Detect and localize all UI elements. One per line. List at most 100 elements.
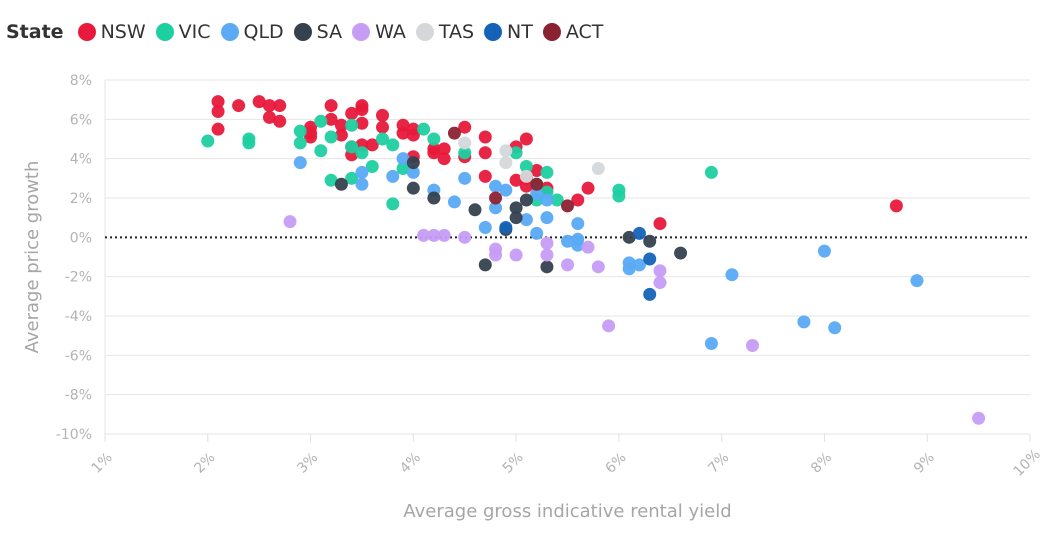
data-point-vic[interactable] [345,118,359,132]
data-point-nsw[interactable] [232,99,246,113]
data-point-vic[interactable] [550,193,564,207]
data-point-nsw[interactable] [376,108,389,122]
data-point-nsw[interactable] [334,128,348,142]
data-point-qld[interactable] [561,234,574,248]
data-point-vic[interactable] [242,136,256,150]
data-point-qld[interactable] [540,211,554,225]
data-point-qld[interactable] [355,177,369,191]
data-point-qld[interactable] [530,226,544,240]
data-point-sa[interactable] [519,193,533,207]
data-point-nsw[interactable] [437,142,451,156]
data-point-vic[interactable] [293,124,307,138]
data-point-nsw[interactable] [509,173,523,187]
data-point-vic[interactable] [314,144,328,158]
data-point-vic[interactable] [293,136,307,150]
data-point-qld[interactable] [519,213,533,227]
data-point-wa[interactable] [972,411,986,425]
data-point-wa[interactable] [561,258,574,272]
data-point-wa[interactable] [591,260,605,274]
data-point-nsw[interactable] [519,132,533,146]
data-point-qld[interactable] [293,156,307,170]
data-point-qld[interactable] [530,187,544,201]
data-point-nsw[interactable] [334,118,348,132]
data-point-vic[interactable] [314,114,328,128]
data-point-nsw[interactable] [427,146,441,160]
data-point-vic[interactable] [458,146,472,160]
legend-item-sa[interactable]: SA [293,21,342,43]
data-point-qld[interactable] [478,221,492,234]
data-point-vic[interactable] [509,146,523,160]
data-point-nsw[interactable] [458,120,472,134]
data-point-tas[interactable] [499,144,513,158]
data-point-tas[interactable] [458,136,472,150]
data-point-qld[interactable] [571,238,585,252]
data-point-nsw[interactable] [273,114,287,128]
legend-item-nsw[interactable]: NSW [77,21,146,43]
data-point-qld[interactable] [447,195,461,209]
data-point-wa[interactable] [489,248,503,262]
data-point-sa[interactable] [674,246,688,260]
data-point-wa[interactable] [540,236,554,250]
data-point-act[interactable] [447,126,461,140]
data-point-nsw[interactable] [355,116,369,130]
data-point-vic[interactable] [355,146,369,160]
data-point-sa[interactable] [427,191,441,205]
data-point-qld[interactable] [725,268,739,282]
data-point-wa[interactable] [458,230,472,244]
data-point-vic[interactable] [365,160,379,174]
data-point-vic[interactable] [519,160,533,174]
data-point-vic[interactable] [612,189,626,203]
data-point-vic[interactable] [345,140,359,154]
data-point-nsw[interactable] [478,130,492,144]
data-point-tas[interactable] [499,156,513,170]
data-point-nsw[interactable] [304,130,318,144]
data-point-sa[interactable] [622,230,636,244]
data-point-nsw[interactable] [252,95,266,109]
data-point-vic[interactable] [427,132,441,146]
data-point-qld[interactable] [571,217,585,231]
data-point-qld[interactable] [458,171,472,185]
data-point-sa[interactable] [509,201,523,215]
data-point-nsw[interactable] [324,99,338,113]
data-point-wa[interactable] [417,228,431,242]
data-point-sa[interactable] [406,181,420,195]
data-point-wa[interactable] [509,248,523,262]
data-point-nsw[interactable] [478,169,492,183]
data-point-wa[interactable] [540,248,554,262]
data-point-wa[interactable] [653,264,667,278]
data-point-vic[interactable] [417,122,431,136]
data-point-nsw[interactable] [324,112,338,126]
data-point-wa[interactable] [653,276,667,290]
data-point-wa[interactable] [427,228,441,242]
legend-item-tas[interactable]: TAS [415,21,474,43]
data-point-nsw[interactable] [437,152,451,166]
data-point-nt[interactable] [643,287,657,301]
data-point-sa[interactable] [540,260,554,274]
data-point-tas[interactable] [591,162,605,175]
data-point-sa[interactable] [468,203,482,217]
data-point-nsw[interactable] [365,138,379,152]
legend-item-act[interactable]: ACT [542,21,603,43]
data-point-vic[interactable] [376,132,389,146]
legend-item-qld[interactable]: QLD [220,21,284,43]
data-point-nsw[interactable] [262,99,276,113]
data-point-sa[interactable] [478,258,492,272]
data-point-nsw[interactable] [478,146,492,160]
legend-item-nt[interactable]: NT [484,21,533,43]
data-point-qld[interactable] [828,321,842,335]
data-point-nsw[interactable] [211,122,225,136]
legend-item-vic[interactable]: VIC [155,21,211,43]
legend-item-wa[interactable]: WA [352,21,406,43]
data-point-qld[interactable] [396,152,410,166]
data-point-vic[interactable] [345,171,359,185]
data-point-nsw[interactable] [273,99,287,113]
data-point-vic[interactable] [324,130,338,144]
data-point-nsw[interactable] [355,103,369,116]
data-point-tas[interactable] [519,169,533,183]
data-point-qld[interactable] [817,244,831,258]
data-point-nsw[interactable] [376,120,389,134]
data-point-qld[interactable] [489,179,503,193]
data-point-nt[interactable] [632,226,646,240]
data-point-wa[interactable] [581,240,595,254]
data-point-sa[interactable] [334,177,348,191]
